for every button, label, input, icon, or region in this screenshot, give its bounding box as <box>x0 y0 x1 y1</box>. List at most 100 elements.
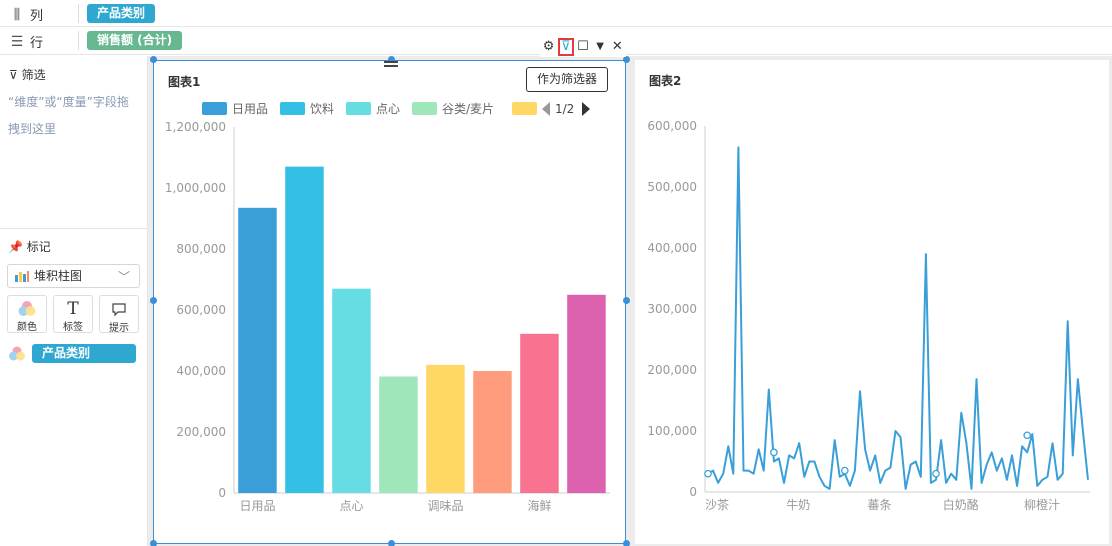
close-icon[interactable]: ✕ <box>611 39 623 54</box>
pin-icon: 📌 <box>8 240 23 254</box>
columns-shelf-label: 列 <box>30 9 44 24</box>
x-tick-label: 点心 <box>339 499 363 513</box>
y-tick-label: 400,000 <box>647 241 697 255</box>
bar-2 <box>332 288 371 493</box>
columns-icon: ⫼ <box>13 6 21 23</box>
shelf-divider <box>78 4 79 23</box>
y-tick-label: 500,000 <box>647 180 697 194</box>
rows-shelf-label: 行 <box>30 36 44 51</box>
columns-pill[interactable]: 产品类别 <box>87 4 156 23</box>
color-button[interactable]: 颜色 <box>7 295 47 333</box>
series-line <box>707 146 1089 490</box>
color-field-row: 产品类别 <box>8 344 140 364</box>
chart-canvas: 图表1 0 200,000 400,000 600,000 800,000 1,000,0… <box>148 56 1112 546</box>
x-tick-label: 日用品 <box>239 499 275 513</box>
columns-shelf: ⫼ 列 产品类别 <box>0 0 1112 27</box>
legend-label-1: 饮料 <box>310 102 334 116</box>
y-tick-label: 300,000 <box>647 302 697 316</box>
caret-down-icon[interactable]: ▼ <box>596 41 604 52</box>
resize-handle-top[interactable] <box>388 56 395 63</box>
maximize-icon[interactable]: ☐ <box>577 39 589 54</box>
data-point-marker-0 <box>704 469 712 478</box>
data-point-marker-1 <box>770 448 778 457</box>
y-tick-label: 1,200,000 <box>165 120 226 134</box>
speech-bubble-icon <box>112 303 126 317</box>
y-tick-label: 600,000 <box>647 119 697 133</box>
legend-swatch-2 <box>346 102 371 115</box>
data-point-marker-3 <box>932 469 940 478</box>
x-tick-label: 海鲜 <box>527 498 551 513</box>
rows-icon: ☰ <box>10 33 24 50</box>
legend-next-icon <box>582 102 590 116</box>
color-icon <box>18 301 36 316</box>
marks-title: 标记 <box>26 240 51 254</box>
bar-3 <box>379 376 418 493</box>
legend-label-0: 日用品 <box>232 102 268 116</box>
drag-handle-icon[interactable] <box>384 61 398 67</box>
resize-handle-left[interactable] <box>150 297 157 304</box>
filter-title-group: ⊽ 筛选 <box>9 66 46 83</box>
y-tick-label: 600,000 <box>176 303 226 317</box>
filter-drop-zone[interactable]: “维度”或“度量”字段拖拽到这里 <box>8 95 129 136</box>
resize-handle-bottom-right[interactable] <box>623 540 630 546</box>
chart-1-title: 图表1 <box>168 75 201 89</box>
use-as-filter-button[interactable]: ⊽ <box>557 38 574 56</box>
legend-prev-icon <box>542 102 550 116</box>
bar-0 <box>238 207 277 494</box>
gear-icon[interactable]: ⚙ <box>542 39 555 54</box>
resize-handle-bottom[interactable] <box>388 540 395 546</box>
tooltip-button[interactable]: 提示 <box>99 295 139 334</box>
marks-section: 📌 标记 堆积柱图 ﹀ 颜色 T 标签 <box>0 228 148 546</box>
resize-handle-top-right[interactable] <box>623 56 630 63</box>
chevron-down-icon: ﹀ <box>117 270 130 284</box>
filter-icon: ⊽ <box>9 68 18 82</box>
y-tick-label: 200,000 <box>176 425 226 439</box>
filter-tooltip: 作为筛选器 <box>526 67 608 92</box>
y-tick-label: 1,000,000 <box>165 181 226 195</box>
color-legend-icon <box>9 346 25 361</box>
chart-card-1[interactable]: 图表1 0 200,000 400,000 600,000 800,000 1,000,0… <box>153 60 626 544</box>
resize-handle-bottom-left[interactable] <box>150 540 157 546</box>
legend-swatch-3 <box>412 102 437 115</box>
x-tick-label: 白奶酪 <box>943 497 979 512</box>
y-tick-label: 200,000 <box>647 363 697 377</box>
label-button[interactable]: T 标签 <box>53 295 93 333</box>
legend-swatch-0 <box>202 102 227 115</box>
bar-4 <box>426 364 465 493</box>
y-tick-label: 800,000 <box>176 242 226 256</box>
x-tick-label: 沙茶 <box>705 497 729 512</box>
resize-handle-right[interactable] <box>623 297 630 304</box>
tooltip-button-label: 提示 <box>109 323 129 334</box>
legend-swatch-1 <box>280 102 305 115</box>
bar-7 <box>567 294 606 494</box>
legend-label-2: 点心 <box>376 102 400 116</box>
shelf-divider <box>78 31 79 50</box>
x-tick-label: 牛奶 <box>786 497 810 512</box>
rows-shelf-label-group: ☰ 行 <box>10 32 44 52</box>
legend-swatch-4 <box>512 102 537 115</box>
stacked-bar-icon <box>15 271 29 282</box>
legend-label-3: 谷类/麦片 <box>442 102 494 116</box>
chart-2-title: 图表2 <box>649 74 682 88</box>
bar-5 <box>473 371 512 493</box>
chart-card-2[interactable]: 图表2 0 100,000 200,000 300,000 400,000 500,000… <box>635 60 1109 544</box>
line-chart: 0 100,000 200,000 300,000 400,000 500,000 600,… <box>647 119 1090 512</box>
color-field-pill[interactable]: 产品类别 <box>32 344 136 363</box>
filter-title: 筛选 <box>21 68 46 82</box>
rows-pill[interactable]: 销售额 (合计) <box>87 31 183 50</box>
label-button-label: 标签 <box>63 322 83 333</box>
y-tick-label: 400,000 <box>176 364 226 378</box>
y-tick-label: 0 <box>689 485 697 499</box>
columns-shelf-label-group: ⫼ 列 <box>10 5 44 25</box>
legend-page-label: 1/2 <box>555 102 574 116</box>
y-tick-label: 0 <box>218 486 226 500</box>
chart-type-select[interactable]: 堆积柱图 ﹀ <box>7 264 140 288</box>
text-icon: T <box>67 299 79 319</box>
left-panel: ⊽ 筛选 “维度”或“度量”字段拖拽到这里 📌 标记 堆积柱图 ﹀ 颜色 <box>0 56 148 546</box>
resize-handle-top-left[interactable] <box>150 56 157 63</box>
x-tick-label: 柳橙汁 <box>1024 497 1060 512</box>
data-point-marker-4 <box>1023 431 1032 440</box>
data-point-marker-2 <box>840 466 849 475</box>
x-tick-label: 蕃条 <box>867 498 891 512</box>
y-tick-label: 100,000 <box>647 424 697 438</box>
